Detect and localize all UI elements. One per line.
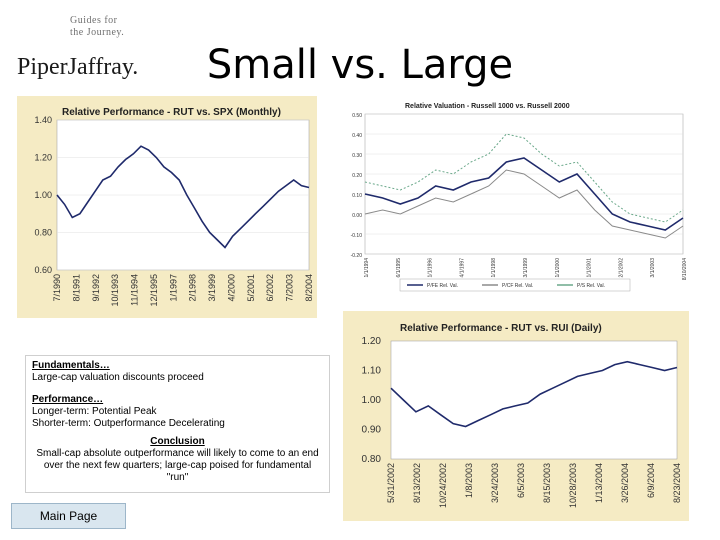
y-tick-label: 0.40 bbox=[352, 133, 362, 139]
y-tick-label: 0.80 bbox=[362, 454, 382, 465]
x-tick-label: 1/8/2003 bbox=[464, 463, 474, 498]
legend-label: P/FE Rel. Val. bbox=[427, 283, 458, 289]
x-tick-label: 10/24/2002 bbox=[438, 463, 448, 508]
performance-line-2: Shorter-term: Outperformance Deceleratin… bbox=[32, 418, 225, 429]
x-tick-label: 1/13/2004 bbox=[594, 463, 604, 503]
y-tick-label: 0.20 bbox=[352, 173, 362, 179]
x-tick-label: 1/1/2000 bbox=[555, 258, 561, 278]
y-tick-label: 1.20 bbox=[362, 336, 382, 347]
x-tick-label: 1/1/1998 bbox=[491, 258, 497, 278]
x-tick-label: 5/2001 bbox=[246, 274, 256, 302]
notes-box: Fundamentals… Large-cap valuation discou… bbox=[25, 355, 330, 493]
x-tick-label: 5/31/2002 bbox=[386, 463, 396, 503]
series-line bbox=[364, 157, 684, 231]
series-line bbox=[56, 145, 310, 249]
x-tick-label: 9/1992 bbox=[91, 274, 101, 302]
performance-line-1: Longer-term: Potential Peak bbox=[32, 406, 157, 417]
page-title: Small vs. Large bbox=[206, 42, 514, 88]
x-tick-label: 6/9/2004 bbox=[646, 463, 656, 498]
x-tick-label: 6/2002 bbox=[265, 274, 275, 302]
x-tick-label: 4/2000 bbox=[226, 274, 236, 302]
guides-line-2: the Journey. bbox=[70, 27, 125, 38]
x-tick-label: 10/1993 bbox=[110, 274, 120, 307]
legend-label: P/CF Rel. Val. bbox=[502, 283, 533, 289]
plot-area bbox=[364, 113, 684, 255]
x-tick-label: 3/1999 bbox=[207, 274, 217, 302]
y-tick-label: 1.00 bbox=[34, 190, 52, 200]
legend-label: P/S Rel. Val. bbox=[577, 283, 605, 289]
chart-title: Relative Performance - RUT vs. RUI (Dail… bbox=[400, 323, 602, 334]
chart-title: Relative Valuation - Russell 1000 vs. Ru… bbox=[405, 103, 570, 110]
chart-title: Relative Performance - RUT vs. SPX (Mont… bbox=[62, 107, 281, 118]
x-tick-label: 8/1991 bbox=[71, 274, 81, 302]
x-tick-label: 8/23/2004 bbox=[672, 463, 682, 503]
chart-1-svg: Relative Performance - RUT vs. SPX (Mont… bbox=[34, 107, 314, 307]
y-tick-label: 0.90 bbox=[362, 425, 382, 436]
x-tick-label: 8/10/2004 bbox=[682, 258, 688, 280]
series-line bbox=[390, 360, 678, 428]
fundamentals-text: Large-cap valuation discounts proceed bbox=[32, 372, 204, 383]
y-tick-label: 0.80 bbox=[34, 228, 52, 238]
x-tick-label: 1/1997 bbox=[168, 274, 178, 302]
x-tick-label: 8/13/2002 bbox=[412, 463, 422, 503]
x-tick-label: 10/28/2003 bbox=[568, 463, 578, 508]
x-tick-label: 12/1995 bbox=[149, 274, 159, 307]
chart-3-svg: Relative Performance - RUT vs. RUI (Dail… bbox=[362, 323, 682, 508]
x-tick-label: 3/24/2003 bbox=[490, 463, 500, 503]
conclusion-heading: Conclusion bbox=[150, 436, 205, 447]
y-tick-label: 0.60 bbox=[34, 265, 52, 275]
y-tick-label: 0.50 bbox=[352, 113, 362, 119]
chart-rut-spx-monthly: Relative Performance - RUT vs. SPX (Mont… bbox=[17, 96, 317, 318]
y-tick-label: -0.10 bbox=[351, 233, 363, 239]
y-tick-label: 1.10 bbox=[362, 366, 382, 377]
x-tick-label: 1/1/1996 bbox=[428, 258, 434, 278]
main-page-button[interactable]: Main Page bbox=[11, 503, 126, 529]
fundamentals-heading: Fundamentals… bbox=[32, 360, 110, 371]
x-tick-label: 1/1/1994 bbox=[364, 258, 370, 278]
x-tick-label: 2/1998 bbox=[188, 274, 198, 302]
y-tick-label: -0.20 bbox=[351, 253, 363, 259]
x-tick-label: 3/26/2004 bbox=[620, 463, 630, 503]
brand-logo: PiperJaffray. bbox=[17, 54, 139, 80]
x-tick-label: 6/1/1995 bbox=[396, 258, 402, 278]
y-tick-label: 1.20 bbox=[34, 153, 52, 163]
x-tick-label: 8/2004 bbox=[304, 274, 314, 302]
x-tick-label: 7/1990 bbox=[52, 274, 62, 302]
y-tick-label: 0.10 bbox=[352, 193, 362, 199]
y-tick-label: 0.30 bbox=[352, 153, 362, 159]
x-tick-label: 7/2003 bbox=[285, 274, 295, 302]
x-tick-label: 4/1/1997 bbox=[459, 258, 465, 278]
chart-2-svg: Relative Valuation - Russell 1000 vs. Ru… bbox=[351, 103, 688, 292]
x-tick-label: 8/15/2003 bbox=[542, 463, 552, 503]
y-tick-label: 1.40 bbox=[34, 115, 52, 125]
plot-area bbox=[390, 340, 678, 460]
series-line bbox=[364, 133, 684, 223]
y-tick-label: 0.00 bbox=[352, 213, 362, 219]
performance-heading: Performance… bbox=[32, 394, 104, 405]
x-tick-label: 1/1/2001 bbox=[587, 258, 593, 278]
y-tick-label: 1.00 bbox=[362, 395, 382, 406]
series-line bbox=[364, 169, 684, 239]
x-tick-label: 3/1/2003 bbox=[650, 258, 656, 278]
x-tick-label: 6/5/2003 bbox=[516, 463, 526, 498]
x-tick-label: 11/1994 bbox=[130, 274, 140, 306]
x-tick-label: 2/1/2002 bbox=[618, 258, 624, 278]
chart-relative-valuation: Relative Valuation - Russell 1000 vs. Ru… bbox=[335, 96, 688, 296]
conclusion-text: Small-cap absolute outperformance will l… bbox=[36, 448, 319, 483]
chart-rut-rui-daily: Relative Performance - RUT vs. RUI (Dail… bbox=[343, 311, 689, 521]
legend-box bbox=[399, 278, 631, 292]
guides-line-1: Guides for bbox=[70, 15, 118, 26]
x-tick-label: 3/1/1999 bbox=[523, 258, 529, 278]
guides-tagline: Guides for the Journey. bbox=[70, 15, 150, 39]
